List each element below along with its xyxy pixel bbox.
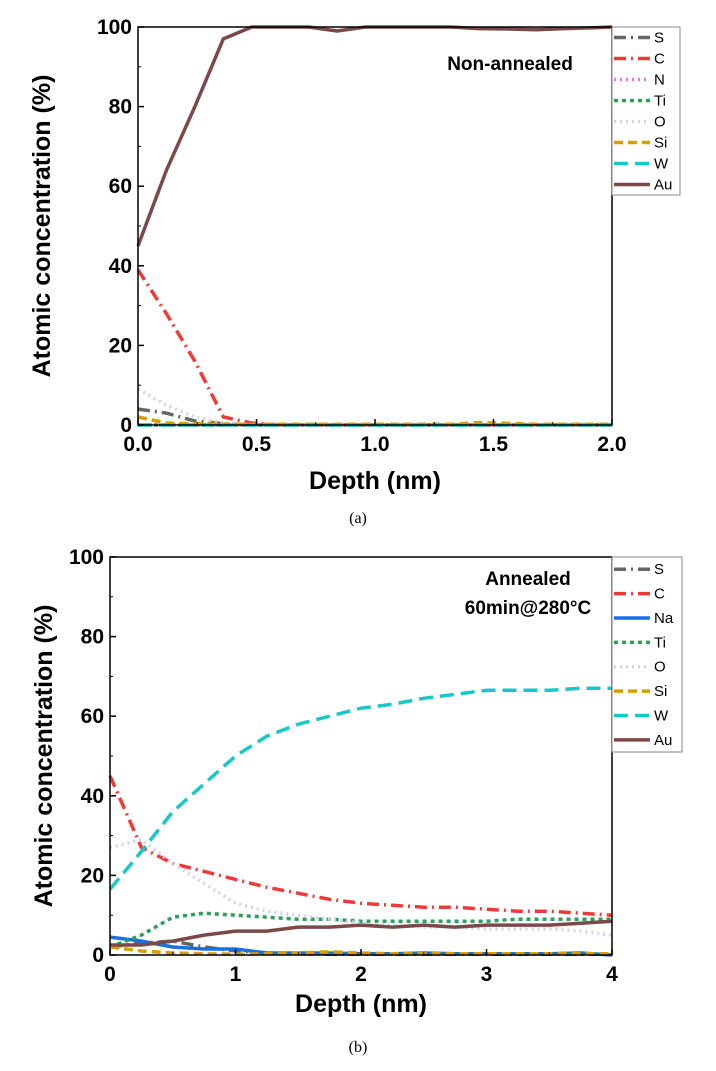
y-tick-label: 20 (109, 334, 132, 357)
y-tick-label: 60 (81, 705, 104, 728)
series-line-c (136, 268, 612, 427)
legend-label: O (654, 114, 666, 131)
legend-label: Na (654, 610, 674, 627)
legend-label: O (654, 659, 666, 676)
legend-label: S (654, 30, 664, 47)
x-tick-label: 0.0 (123, 433, 152, 456)
figure-caption: (b) (349, 1039, 368, 1056)
legend-label: W (654, 707, 669, 724)
legend-label: Au (654, 732, 672, 749)
legend: SC Na Ti O Si W Au (611, 556, 683, 753)
legend-label: S (654, 561, 664, 578)
series-line-c (108, 775, 613, 917)
x-tick-label: 0 (104, 963, 116, 986)
figure-caption: (a) (349, 510, 367, 527)
y-tick-label: 80 (81, 626, 104, 649)
legend-label: Si (654, 135, 667, 152)
x-axis-label: Depth (nm) (295, 990, 427, 1018)
legend-label: Ti (654, 634, 666, 651)
series-line-o (109, 837, 613, 937)
x-tick-label: 3 (481, 963, 493, 986)
series-line-w (108, 686, 612, 891)
legend-label: C (654, 586, 665, 603)
y-tick-label: 0 (120, 414, 132, 437)
series-group (108, 686, 613, 957)
series-line-au (110, 919, 613, 947)
annotation-text: Non-annealed (447, 54, 573, 75)
series-line-ti (109, 911, 612, 949)
legend-box (611, 556, 683, 753)
x-tick-label: 1.5 (479, 433, 509, 456)
legend: SCN Ti O Si W Au (611, 26, 681, 196)
y-tick-label: 20 (81, 864, 104, 887)
chart-a: 0 20 40 60 80 100 0.0 0.5 1.0 1.5 2.0 Depth (nm) Ato… (28, 16, 681, 527)
y-axis-label: Atomic concentration (%) (30, 605, 58, 908)
annotation-text: Annealed (485, 569, 571, 590)
y-tick-label: 80 (109, 96, 132, 119)
legend-label: C (654, 51, 665, 68)
plot-frame (137, 26, 613, 426)
legend-label: Au (654, 177, 672, 194)
x-axis-label: Depth (nm) (309, 467, 441, 495)
y-tick-label: 100 (97, 16, 132, 39)
x-tick-label: 2 (355, 963, 367, 986)
legend-label: N (654, 72, 665, 89)
x-tick-label: 2.0 (597, 433, 626, 456)
x-tick-label: 0.5 (242, 433, 272, 456)
legend-label: W (654, 156, 669, 173)
x-tick-label: 4 (606, 963, 618, 986)
x-tick-label: 1 (230, 963, 242, 986)
chart-b: 0 20 40 60 80 100 0 1 2 3 4 Depth (nm) Atomic concen… (30, 546, 683, 1056)
series-group (136, 25, 613, 427)
y-tick-label: 40 (109, 255, 132, 278)
legend-label: Ti (654, 93, 666, 110)
legend-box (611, 26, 681, 196)
y-tick-label: 40 (81, 785, 104, 808)
x-tick-label: 1.0 (360, 433, 389, 456)
y-axis-label: Atomic concentration (%) (28, 75, 56, 378)
annotation-text: 60min@280°C (465, 598, 592, 619)
y-tick-label: 0 (92, 944, 104, 967)
y-tick-label: 100 (69, 546, 104, 569)
legend-label: Si (654, 683, 667, 700)
y-tick-label: 60 (109, 175, 132, 198)
